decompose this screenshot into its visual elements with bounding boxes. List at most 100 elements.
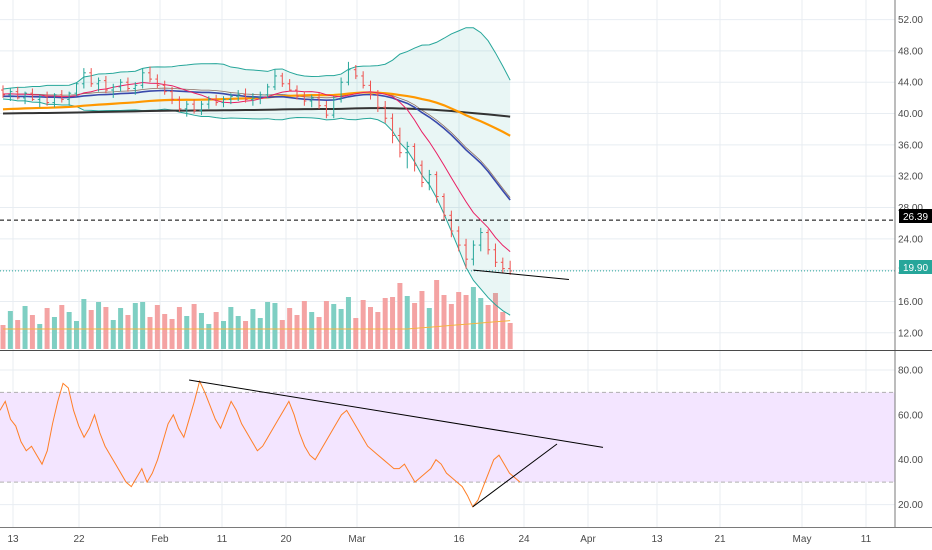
volume-bar [103,307,109,349]
rsi-trendline-upper [189,379,604,448]
candlesticks [1,61,513,275]
bollinger-upper [2,27,511,90]
volume-bar [456,292,462,349]
volume-bar [7,311,13,349]
volume-bar [59,305,65,349]
y-tick-label: 32.00 [898,172,923,183]
volume-bar [426,308,432,349]
volume-bar [375,312,381,349]
volume-bar [51,317,57,349]
volume-bar [22,306,28,349]
volume-bar [37,324,43,349]
x-tick-label: 21 [714,534,726,545]
volume-bar [0,325,6,349]
volume-bar [198,313,204,349]
volume-bar [191,304,197,349]
volume-bar [397,283,403,349]
volume-bar [485,305,491,349]
y-tick-label: 44.00 [898,78,923,89]
volume-bar [279,320,285,349]
volume-bar [257,318,263,349]
volume-bar [500,312,506,349]
volume-bar [360,300,366,349]
volume-bar [390,297,396,349]
volume-bar [147,317,153,349]
rsi-y-tick-label: 40.00 [898,455,923,466]
volume-bar [368,307,373,349]
volume-ma-line [3,320,511,330]
volume-bar [331,304,337,349]
rsi-y-tick-label: 20.00 [898,500,923,511]
y-tick-label: 48.00 [898,46,923,57]
volume-bar [96,302,102,349]
volume-bar [441,295,447,349]
price-badge-dashed-label: 26.39 [903,212,928,223]
volume-bar [265,302,271,349]
x-tick-label: 11 [861,534,872,545]
volume-bar [140,302,146,349]
volume-bar [382,298,388,349]
sma-200-line [2,107,511,118]
price-lines [0,219,895,281]
bollinger-basis [2,87,511,198]
x-tick-label: May [793,534,812,545]
volume-bar [294,315,300,349]
rsi-y-tick-label: 60.00 [898,410,923,421]
volume-bar [353,318,359,349]
x-tick-label: Apr [580,534,596,545]
y-tick-label: 16.00 [898,297,923,308]
volume-bar [448,304,454,349]
volume-bar [434,280,440,349]
volume-bars [0,280,513,349]
volume-bar [132,303,138,349]
volume-bar [470,287,476,349]
y-tick-label: 36.00 [898,140,923,151]
volume-bar [412,303,418,349]
bollinger-lower [2,98,511,316]
volume-bar [184,316,190,349]
y-tick-label: 28.00 [898,203,923,214]
x-tick-label: Feb [151,534,169,545]
y-tick-label: 52.00 [898,15,923,26]
volume-bar [272,303,278,349]
volume-bar [74,321,79,349]
volume-bar [169,319,175,349]
volume-bar [162,314,168,349]
volume-bar [110,320,116,349]
volume-bar [463,295,469,349]
y-tick-label: 12.00 [898,328,923,339]
volume-bar [323,301,329,349]
x-tick-label: 24 [518,534,530,545]
volume-bar [221,321,226,349]
volume-bar [154,305,160,349]
volume-bar [316,317,322,349]
rsi-line [0,379,521,508]
x-tick-label: 13 [651,534,663,545]
grid [0,0,895,527]
bollinger-area [3,27,511,316]
volume-bar [206,324,212,349]
sma-20-line [2,89,511,201]
rsi-panel [0,379,895,508]
volume-bar [15,320,21,349]
volume-bar [176,307,182,349]
volume-bar [419,291,425,349]
x-tick-label: 11 [217,534,228,545]
volume-bar [66,312,72,349]
volume-bar [81,299,87,349]
volume-bar [345,297,351,349]
sma-50-line [2,91,511,137]
rsi-y-tick-label: 80.00 [898,365,923,376]
volume-bar [125,315,131,349]
rsi-band-fill [0,392,895,483]
volume-bar [228,307,234,349]
price-badge-dashed [899,209,932,223]
y-tick-label: 24.00 [898,234,923,245]
price-badges: 26.39 19.90 [899,209,932,274]
x-tick-label: 13 [7,534,19,545]
y-tick-label: 40.00 [898,109,923,120]
volume-bar [29,315,35,349]
volume-bar [235,316,241,349]
volume-bar [301,301,307,349]
